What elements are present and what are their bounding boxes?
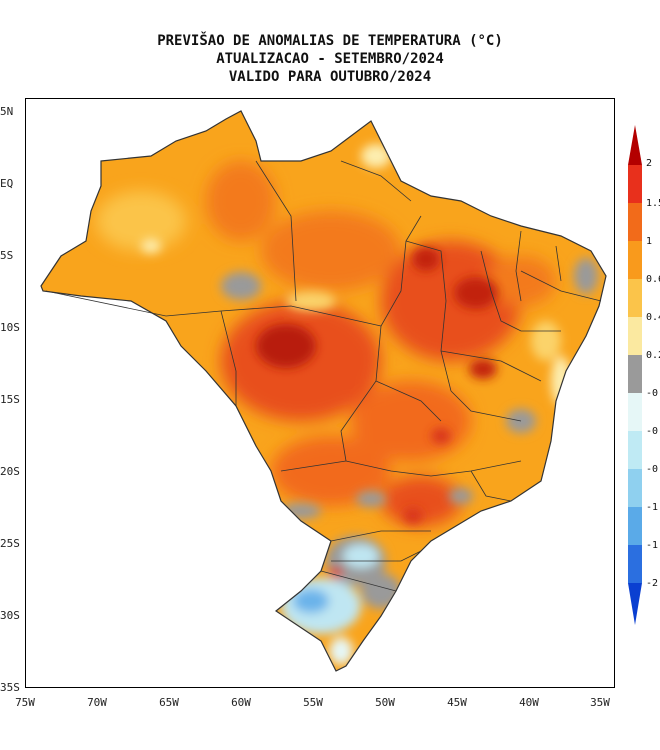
lon-label-65w: 65W	[159, 696, 179, 709]
title-line-1: PREVIŠAO DE ANOMALIAS DE TEMPERATURA (°C…	[157, 33, 503, 49]
lat-label-5n: 5N	[0, 105, 14, 118]
lat-label-15s: 15S	[0, 393, 20, 406]
lon-label-50w: 50W	[375, 696, 395, 709]
colorbar-bin-1.5	[628, 165, 642, 203]
colorbar-bin-0.6	[628, 241, 642, 279]
colorbar-label-neg0.6: -0.6	[646, 464, 660, 475]
colorbar-label-neg0.4: -0.4	[646, 426, 660, 437]
colorbar-label-1: 1	[646, 236, 653, 247]
brazil-outline	[40, 110, 607, 672]
lon-label-55w: 55W	[303, 696, 323, 709]
colorbar-bin-neg0.6	[628, 469, 642, 507]
colorbar-label-neg0.2: -0.2	[646, 388, 660, 399]
lat-label-eq: EQ	[0, 177, 14, 190]
colorbar-bin-neg1	[628, 507, 642, 545]
lat-label-35s: 35S	[0, 681, 20, 694]
colorbar-bin-1	[628, 203, 642, 241]
lon-label-75w: 75W	[15, 696, 35, 709]
colorbar	[628, 125, 642, 625]
colorbar-bin-0.4	[628, 279, 642, 317]
lat-label-5s: 5S	[0, 249, 14, 262]
anomaly-field	[41, 111, 606, 671]
colorbar-top-arrow	[628, 125, 642, 165]
title-line-2: ATUALIZACAO - SETEMBRO/2024	[216, 51, 444, 67]
colorbar-label-2: 2	[646, 158, 653, 169]
lat-label-30s: 30S	[0, 609, 20, 622]
colorbar-label-0.2: 0.2	[646, 350, 660, 361]
colorbar-label-1.5: 1.5	[646, 198, 660, 209]
lat-label-20s: 20S	[0, 465, 20, 478]
colorbar-bin-0.2	[628, 317, 642, 355]
colorbar-bin-neg0.2	[628, 393, 642, 431]
colorbar-label-neg2: -2	[646, 578, 659, 589]
brazil-map-svg	[40, 110, 607, 672]
colorbar-label-0.6: 0.6	[646, 274, 660, 285]
colorbar-bin-neutral	[628, 355, 642, 393]
lon-label-60w: 60W	[231, 696, 251, 709]
lon-label-45w: 45W	[447, 696, 467, 709]
lon-label-70w: 70W	[87, 696, 107, 709]
lat-label-10s: 10S	[0, 321, 20, 334]
map-title: PREVIŠAO DE ANOMALIAS DE TEMPERATURA (°C…	[0, 32, 660, 86]
lat-label-25s: 25S	[0, 537, 20, 550]
colorbar-bottom-arrow	[628, 583, 642, 625]
state-borders	[45, 160, 602, 592]
colorbar-label-neg1: -1	[646, 502, 659, 513]
lon-label-40w: 40W	[519, 696, 539, 709]
colorbar-bin-neg1.5	[628, 545, 642, 583]
title-line-3: VALIDO PARA OUTUBRO/2024	[228, 69, 432, 85]
colorbar-bin-neg0.4	[628, 431, 642, 469]
anomaly-map	[25, 98, 615, 688]
colorbar-label-neg1.5: -1.5	[646, 540, 660, 551]
lon-label-35w: 35W	[590, 696, 610, 709]
colorbar-label-0.4: 0.4	[646, 312, 660, 323]
